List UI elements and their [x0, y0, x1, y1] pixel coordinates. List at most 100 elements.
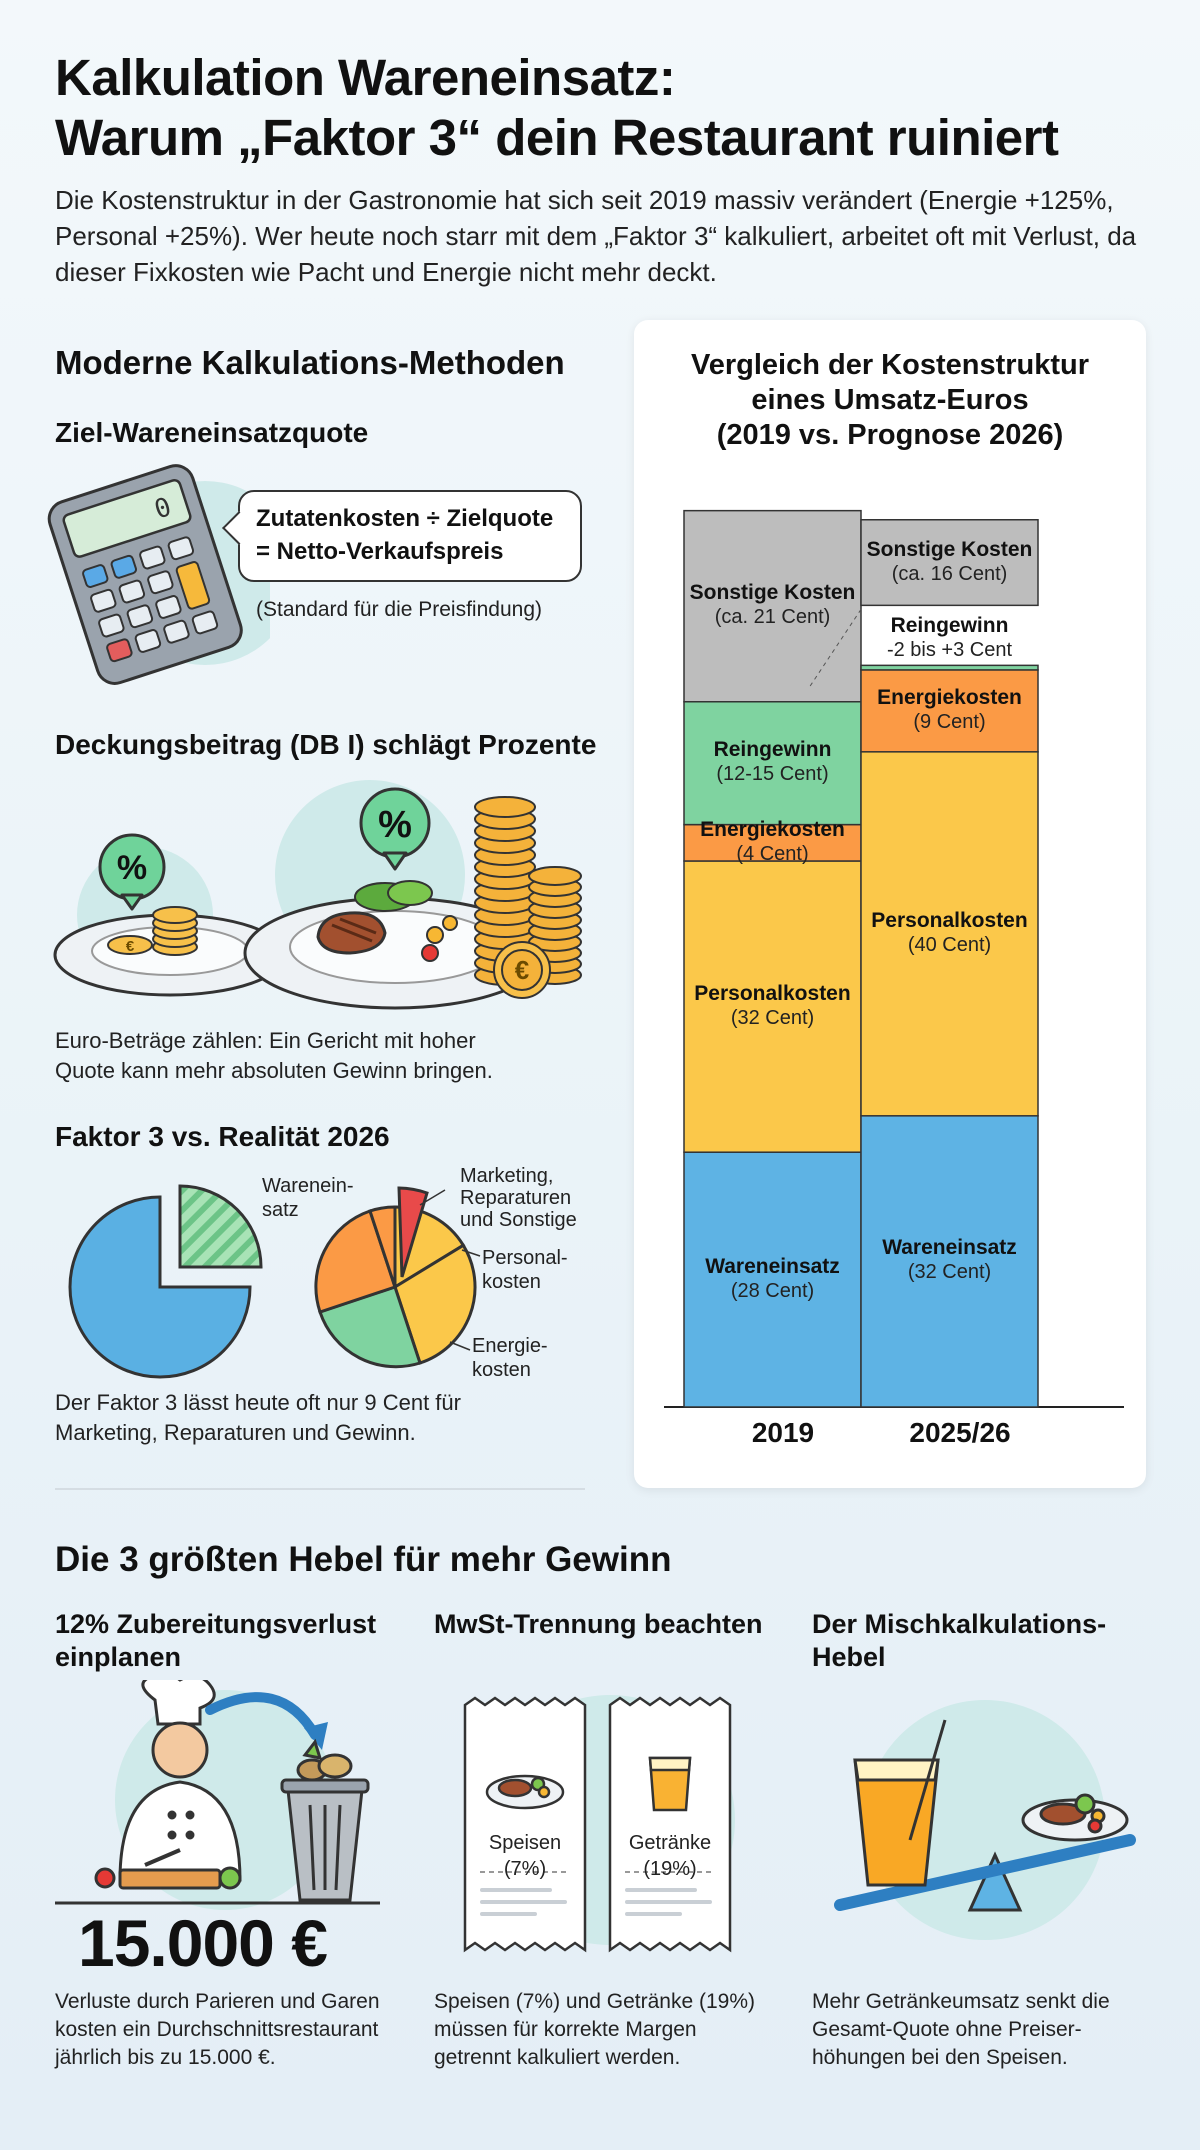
chart-title-line-2: eines Umsatz-Euros: [751, 384, 1029, 416]
receipt-drinks-name: Getränke: [628, 1832, 712, 1854]
bar-wareneinsatz-2019: [683, 1151, 862, 1408]
receipt-food-rate: (7%): [503, 1858, 547, 1880]
reality-2026-pie: [314, 1186, 477, 1369]
levers-heading: Die 3 größten Hebel für mehr Gewinn: [55, 1540, 672, 1579]
coin-symbol: €: [126, 938, 135, 955]
intro-text: Die Kostenstruktur in der Gastronomie ha…: [55, 185, 1137, 287]
factor-pies: Warenein- satz Marketing, Reparaturen un…: [68, 1165, 577, 1381]
label-personal-1: Personal-: [482, 1247, 568, 1269]
page-title: Kalkulation Wareneinsatz: Warum „Faktor …: [55, 48, 1175, 168]
factor-3-pie: [68, 1184, 263, 1379]
lever-3-title: Der Mischkalkulations- Hebel: [812, 1608, 1106, 1674]
lever-1-title-line-1: 12% Zubereitungsverlust: [55, 1609, 377, 1639]
percent-badge-large-icon: %: [359, 787, 431, 871]
label-personalkosten-2025-26: Personalkosten (40 Cent): [871, 908, 1028, 956]
factor-text-line-2: Marketing, Reparaturen und Gewinn.: [55, 1420, 416, 1445]
label-wareneinsatz-2025-26: Wareneinsatz (32 Cent): [882, 1236, 1017, 1284]
label-wareneinsatz-2019: Wareneinsatz (28 Cent): [705, 1254, 840, 1302]
lever-2-text: Speisen (7%) und Getränke (19%) müssen f…: [434, 1988, 755, 2072]
pie2-wareneinsatz-slice: [314, 1209, 397, 1314]
lever-1-text-line-2: kosten ein Durchschnittsrestaurant: [55, 2018, 379, 2041]
formula-line-2: = Netto-Verkaufspreis: [256, 538, 504, 565]
bar-wareneinsatz-2025-26: [860, 1115, 1039, 1408]
receipt-drinks-label: Getränke (19%): [600, 1830, 740, 1882]
contribution-title: Deckungsbeitrag (DB I) schlägt Prozente: [55, 729, 597, 760]
bar-personalkosten-2019: [683, 860, 862, 1153]
chart-title-line-1: Vergleich der Kostenstruktur: [690, 349, 1090, 381]
contribution-text: Euro-Beträge zählen: Ein Gericht mit hoh…: [55, 1026, 493, 1086]
title-line-1: Kalkulation Wareneinsatz:: [55, 49, 676, 106]
coin-stacks-icon: [474, 796, 582, 999]
label-personalkosten-2019: Personalkosten (32 Cent): [694, 981, 851, 1029]
pie2-marketing-slice: [397, 1186, 429, 1278]
section-divider: [55, 1488, 585, 1490]
bar-reingewinn-2019: [683, 701, 862, 826]
lever-3-text-line-3: höhungen bei den Speisen.: [812, 2046, 1068, 2069]
calculator-icon: 0: [47, 464, 243, 685]
percent-large-label: %: [378, 804, 412, 846]
chef-icon: [94, 1680, 242, 1890]
lever-3-text-line-2: Gesamt-Quote ohne Preiser-: [812, 2018, 1082, 2041]
pie2-wareneinsatz-part: [368, 1205, 397, 1288]
target-quote-title: Ziel-Wareneinsatzquote: [55, 417, 369, 448]
lever-3-title-line-1: Der Mischkalkulations-: [812, 1609, 1107, 1639]
calculator-illustration: 0: [47, 464, 270, 685]
formula-callout: Zutatenkosten ÷ Zielquote = Netto-Verkau…: [238, 490, 582, 582]
formula-line-1: Zutatenkosten ÷ Zielquote: [256, 505, 554, 532]
small-plate-icon: €: [53, 906, 287, 997]
methods-heading: Moderne Kalkulations-Methoden: [55, 344, 565, 381]
receipt-drinks-rate: (19%): [643, 1858, 697, 1880]
chef-waste-illustration: [55, 1680, 380, 1910]
lever-1-text-line-1: Verluste durch Parieren und Garen: [55, 1990, 380, 2013]
stacked-bar-chart: [664, 509, 1124, 1408]
chart-title-line-3: (2019 vs. Prognose 2026): [716, 419, 1064, 451]
lever-1-text: Verluste durch Parieren und Garen kosten…: [55, 1988, 380, 2072]
title-line-2: Warum „Faktor 3“ dein Restaurant ruinier…: [55, 109, 1059, 166]
chart-title: Vergleich der Kostenstruktur eines Umsat…: [634, 348, 1146, 453]
receipt-drinks-icon: [608, 1696, 732, 1953]
seesaw-illustration: [834, 1700, 1136, 1940]
loss-amount: 15.000 €: [78, 1906, 328, 1980]
food-plate-icon: [1021, 1793, 1129, 1842]
receipt-food-label: Speisen (7%): [455, 1830, 595, 1882]
drink-glass-icon: [853, 1719, 947, 1887]
receipt-food-name: Speisen: [488, 1832, 562, 1854]
percent-small-label: %: [117, 849, 147, 887]
contribution-text-line-2: Quote kann mehr absoluten Gewinn bringen…: [55, 1058, 493, 1083]
label-wareneinsatz-2: satz: [262, 1199, 299, 1221]
percent-badge-small-icon: %: [98, 833, 166, 911]
bar-energiekosten-2025-26: [860, 669, 1039, 753]
lever-2-title: MwSt-Trennung beachten: [434, 1608, 763, 1641]
label-energie-2: kosten: [472, 1359, 531, 1381]
pie1-main-slice: [68, 1195, 252, 1379]
bar-sonstige-kosten-2025-26: [860, 519, 1039, 607]
receipt-food-icon: [463, 1696, 587, 1953]
label-energiekosten-2019: Energiekosten (4 Cent): [700, 817, 845, 865]
large-plate-icon: [243, 880, 547, 1010]
coin-symbol-large: €: [515, 955, 529, 985]
label-sonstige-kosten-2019: Sonstige Kosten (ca. 21 Cent): [689, 581, 856, 629]
trash-bin-icon: [280, 1738, 370, 1902]
factor-title: Faktor 3 vs. Realität 2026: [55, 1121, 390, 1152]
label-marketing-2: Reparaturen: [460, 1187, 571, 1209]
contribution-text-line-1: Euro-Beträge zählen: Ein Gericht mit hoh…: [55, 1028, 476, 1053]
bar-personalkosten-2025-26: [860, 751, 1039, 1117]
factor-text-line-1: Der Faktor 3 lässt heute oft nur 9 Cent …: [55, 1390, 461, 1415]
pie2-personal-slice: [393, 1243, 477, 1365]
label-energie-1: Energie-: [472, 1335, 548, 1357]
x-label-2019: 2019: [751, 1417, 815, 1448]
lever-1-text-line-3: jährlich bis zu 15.000 €.: [55, 2046, 276, 2069]
pie1-exploded-slice: [178, 1184, 263, 1269]
lever-2-text-line-3: getrennt kalkuliert werden.: [434, 2046, 681, 2069]
lever-3-text: Mehr Getränkeumsatz senkt die Gesamt-Quo…: [812, 1988, 1110, 2072]
seesaw-icon: [834, 1834, 1136, 1912]
label-reingewinn-2019: Reingewinn (12-15 Cent): [713, 738, 832, 786]
chart-card: Vergleich der Kostenstruktur eines Umsat…: [634, 320, 1146, 1488]
plates-coins-illustration: € % % €: [53, 780, 582, 1010]
lever-2-title-line-1: MwSt-Trennung beachten: [434, 1609, 763, 1639]
lever-1-title: 12% Zubereitungsverlust einplanen: [55, 1608, 376, 1674]
label-marketing-3: und Sonstige: [460, 1209, 577, 1231]
label-reingewinn-2025-26: Reingewinn -2 bis +3 Cent: [886, 614, 1013, 662]
bar-sonstige-kosten-2019: [683, 509, 862, 703]
lever-2-text-line-2: müssen für korrekte Margen: [434, 2018, 697, 2041]
